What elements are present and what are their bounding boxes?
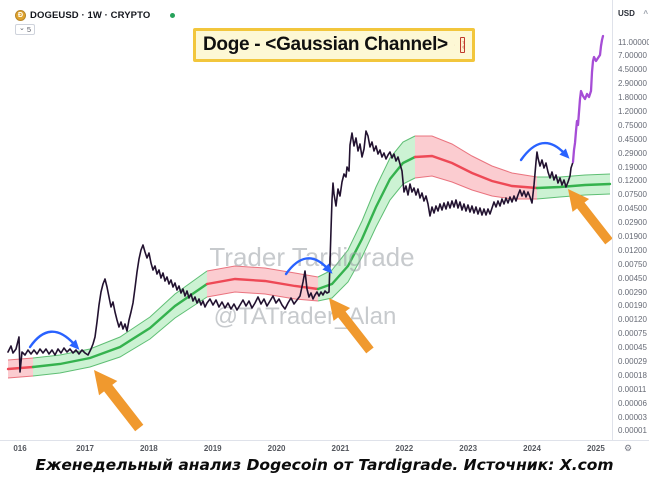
watermark-line2: @TATrader_Alan xyxy=(214,303,397,330)
orange-arrow-annotation xyxy=(568,189,612,245)
blue-curved-arrow-annotation xyxy=(519,142,566,162)
channel-upper-band xyxy=(206,265,319,278)
axis-caret-icon[interactable]: ^ xyxy=(643,9,648,18)
title-banner: Doge - <Gaussian Channel> Trader Tardigr… xyxy=(193,28,475,62)
price-tick-label: 0.00003 xyxy=(618,412,647,422)
year-tick-label: 2022 xyxy=(395,444,414,453)
caption-text: Еженедельный анализ Dogecoin от Tardigra… xyxy=(35,456,614,474)
price-line xyxy=(7,130,574,373)
channel-centerline xyxy=(31,282,209,369)
price-tick-label: 0.19000 xyxy=(618,162,647,172)
price-tick-label: 0.45000 xyxy=(618,134,647,144)
price-tick-label: 0.00018 xyxy=(618,370,647,380)
price-tick-label: 0.00045 xyxy=(618,343,647,353)
price-tick-label: 0.00120 xyxy=(618,315,647,325)
price-tick-label: 0.07500 xyxy=(618,190,647,200)
price-tick-label: 0.02900 xyxy=(618,218,647,228)
price-tick-label: 7.00000 xyxy=(618,51,647,61)
indicators-count: 5 xyxy=(26,25,32,34)
price-axis[interactable]: USD ^ 11.00000 7.00000 4.50000 2.90000 1.800… xyxy=(612,0,649,455)
watermark-line1: Trader Tardigrade xyxy=(209,242,414,272)
gaussian-channel-band-red xyxy=(207,266,318,301)
year-tick-label: 2020 xyxy=(267,444,286,453)
logo-line1: Trader Tardigrade xyxy=(462,41,465,45)
symbol-legend[interactable]: Ð DOGEUSD · 1W · CRYPTO xyxy=(15,10,176,21)
orange-arrow-annotation xyxy=(94,370,144,432)
channel-lower-band xyxy=(206,291,319,302)
blue-curved-arrow-annotation xyxy=(28,330,76,349)
channel-centerline xyxy=(413,154,539,190)
chart-title: Doge - <Gaussian Channel> xyxy=(203,34,448,55)
year-tick-label: 2019 xyxy=(203,444,222,453)
channel-lower-band xyxy=(32,296,208,377)
price-tick-label: 2.90000 xyxy=(618,79,647,89)
price-tick-label: 0.01200 xyxy=(618,245,647,255)
price-tick-label: 1.20000 xyxy=(618,106,647,116)
gaussian-channel-band-red xyxy=(415,136,537,199)
symbol-title[interactable]: DOGEUSD · 1W · CRYPTO xyxy=(30,10,151,21)
channel-lower-band xyxy=(7,375,34,379)
year-tick-label: 2017 xyxy=(76,444,94,453)
currency-label: USD xyxy=(618,9,635,18)
price-tick-label: 11.00000 xyxy=(618,37,649,47)
price-tick-label: 0.00011 xyxy=(618,384,647,394)
price-tick-label: 0.00450 xyxy=(618,273,647,283)
price-tick-label: 0.00075 xyxy=(618,329,647,339)
price-tick-label: 0.00006 xyxy=(618,398,647,408)
year-tick-label: 2023 xyxy=(459,444,478,453)
market-status-dot xyxy=(170,13,176,18)
channel-upper-band xyxy=(537,173,611,178)
year-tick-label: 2024 xyxy=(523,444,541,453)
price-tick-label: 0.00029 xyxy=(618,356,647,366)
price-tick-label: 0.75000 xyxy=(618,120,647,130)
year-tick-label: 016 xyxy=(13,444,27,453)
channel-lower-band xyxy=(317,177,416,302)
year-tick-label: 2021 xyxy=(331,444,350,453)
chart-canvas[interactable]: Trader Tardigrade @TATrader_Alan xyxy=(0,0,612,455)
price-tick-label: 0.00190 xyxy=(618,301,647,311)
blue-curved-arrow-annotation xyxy=(284,257,329,276)
price-tick-label: 0.00290 xyxy=(618,287,647,297)
channel-centerline xyxy=(535,182,612,190)
projection-line xyxy=(571,34,605,164)
scale-settings-gear-icon[interactable]: ⚙ xyxy=(624,443,633,453)
orange-arrow-annotation xyxy=(329,298,374,354)
price-tick-label: 0.12000 xyxy=(618,176,647,186)
blue-arrow-head xyxy=(322,263,333,274)
price-tick-label: 0.01900 xyxy=(618,231,647,241)
time-axis[interactable]: 016 2017 2018 2019 2020 2021 2022 2023 2024 2025 xyxy=(0,440,649,456)
price-tick-label: 0.29000 xyxy=(618,148,647,158)
blue-arrow-head xyxy=(69,339,80,350)
channel-upper-band xyxy=(32,270,208,359)
chevron-down-icon: ⌄ xyxy=(19,25,25,32)
price-tick-label: 1.80000 xyxy=(618,93,647,103)
gaussian-channel-band-green xyxy=(318,136,415,301)
channel-upper-band xyxy=(317,135,416,278)
price-tick-label: 0.00750 xyxy=(618,259,647,269)
price-tick-label: 0.04500 xyxy=(618,204,647,214)
price-tick-label: 0.00001 xyxy=(618,426,647,436)
dogecoin-icon: Ð xyxy=(15,10,26,21)
channel-upper-band xyxy=(415,135,538,178)
indicators-collapse-chip[interactable]: ⌄ 5 xyxy=(15,24,36,35)
year-tick-label: 2018 xyxy=(139,444,158,453)
channel-lower-band xyxy=(414,175,537,200)
tardigrade-logo-label: Trader Tardigrade @TATrader Alan xyxy=(460,37,465,53)
price-tick-label: 4.50000 xyxy=(618,65,647,75)
blue-arrow-head xyxy=(559,148,570,159)
logo-line2: @TATrader Alan xyxy=(462,45,464,49)
year-tick-label: 2025 xyxy=(586,444,605,453)
